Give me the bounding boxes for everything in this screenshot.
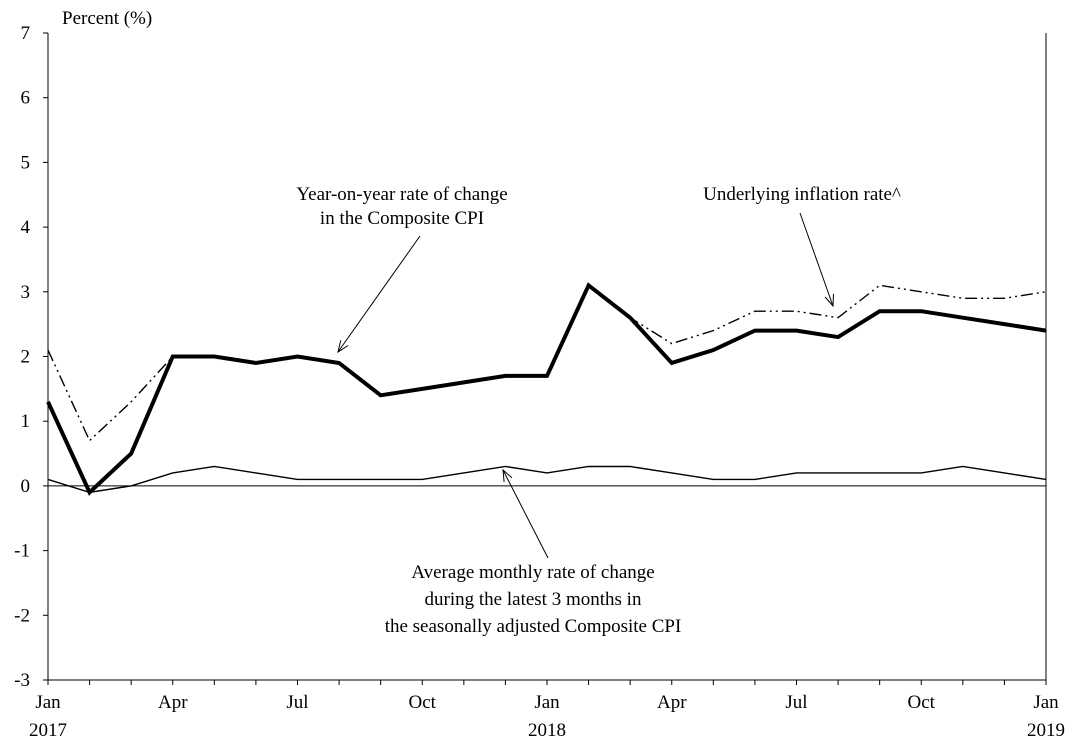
y-tick-label: 6 bbox=[21, 88, 31, 109]
series-line-dash-dot-dot bbox=[47, 284, 1047, 442]
y-tick-label: 3 bbox=[21, 282, 31, 303]
x-tick-label: Oct bbox=[908, 692, 936, 713]
annotation-arrow-line bbox=[337, 235, 421, 353]
annotation-arrow-line bbox=[502, 469, 549, 559]
annotation-arrowhead bbox=[337, 340, 349, 354]
x-tick-label: Jul bbox=[286, 692, 308, 713]
y-tick-label: 1 bbox=[21, 411, 31, 432]
x-tick-year-label: 2017 bbox=[29, 720, 67, 741]
annotation-arrowhead bbox=[824, 293, 834, 308]
y-tick-label: 7 bbox=[21, 23, 31, 44]
annotation-arrowhead bbox=[502, 468, 513, 482]
x-tick-label: Apr bbox=[158, 692, 188, 713]
y-tick-label: 0 bbox=[21, 476, 31, 497]
x-tick-label: Apr bbox=[657, 692, 687, 713]
x-tick-label: Jan bbox=[1033, 692, 1059, 713]
series-line-solid-thin bbox=[47, 465, 1047, 494]
annotation-text: during the latest 3 months in bbox=[425, 589, 642, 610]
x-tick-label: Jan bbox=[534, 692, 560, 713]
annotation-text: Year-on-year rate of change bbox=[296, 184, 507, 205]
y-tick-label: 4 bbox=[21, 217, 31, 238]
x-tick-label: Jul bbox=[785, 692, 807, 713]
series-line-solid-thick bbox=[46, 282, 1047, 496]
annotation-text: the seasonally adjusted Composite CPI bbox=[385, 616, 682, 637]
y-tick-label: -3 bbox=[14, 670, 30, 691]
x-tick-year-label: 2018 bbox=[528, 720, 566, 741]
annotation-text: Underlying inflation rate^ bbox=[703, 184, 901, 205]
x-tick-label: Oct bbox=[409, 692, 437, 713]
x-tick-year-label: 2019 bbox=[1027, 720, 1065, 741]
y-tick-label: -1 bbox=[14, 541, 30, 562]
annotation-text: Average monthly rate of change bbox=[411, 562, 654, 583]
y-tick-label: -2 bbox=[14, 605, 30, 626]
y-tick-label: 5 bbox=[21, 152, 31, 173]
annotation-arrow-line bbox=[799, 212, 834, 307]
y-tick-label: 2 bbox=[21, 347, 31, 368]
x-tick-label: Jan bbox=[35, 692, 61, 713]
annotation-text: in the Composite CPI bbox=[320, 208, 484, 229]
y-axis-title: Percent (%) bbox=[62, 8, 152, 29]
